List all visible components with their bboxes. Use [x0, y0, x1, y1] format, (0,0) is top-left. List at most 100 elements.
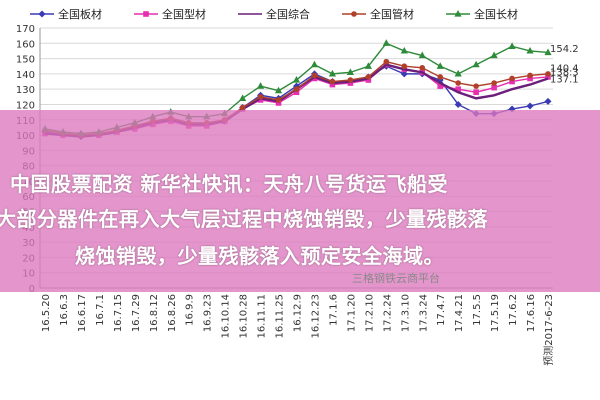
data-point	[400, 46, 408, 54]
data-point	[509, 75, 515, 82]
x-tick-label: 17.2.24	[382, 294, 393, 332]
data-point	[347, 77, 354, 83]
end-value-label: 137.1	[550, 74, 579, 85]
legend-label: 全国板材	[58, 7, 102, 21]
x-axis-ticks: 16.5.20 16.6.3 16.6.17 16.7.1 16.7.15 16.7.29…	[41, 294, 555, 366]
x-tick-label: 16.9.9	[185, 294, 196, 326]
x-tick-label: 17.2.10	[364, 294, 375, 332]
legend: 全国板材 全国型材 全国综合 全国管材 全国长材	[30, 7, 518, 21]
data-point	[545, 74, 551, 80]
y-tick-label: 130	[16, 85, 35, 96]
data-point	[38, 10, 46, 18]
data-point	[526, 46, 534, 54]
data-point	[351, 11, 357, 17]
data-point	[329, 81, 336, 88]
data-point	[311, 75, 318, 82]
x-tick-label: 17.4.7	[436, 294, 447, 326]
data-point	[509, 78, 515, 85]
end-value-label: 138.3	[550, 67, 579, 78]
x-tick-label: 16.6.3	[59, 294, 70, 326]
data-point	[401, 63, 408, 70]
x-tick-label: 17.1.20	[346, 294, 357, 332]
data-point	[329, 78, 336, 85]
x-tick-label: 16.12.9	[293, 294, 304, 332]
data-point	[490, 51, 498, 59]
x-tick-label: 16.7.15	[113, 294, 124, 332]
x-tick-label: 预测2017-6-23	[542, 294, 555, 366]
x-tick-label: 16.12.23	[310, 294, 321, 339]
x-tick-label: 16.7.1	[95, 294, 106, 326]
overlay-text-line-3: 烧蚀销毁，少量残骸落入预定安全海域。	[75, 244, 444, 268]
x-tick-label: 17.3.24	[418, 294, 429, 332]
data-point	[419, 64, 426, 71]
data-point	[364, 62, 372, 69]
data-point	[526, 102, 534, 110]
legend-label: 全国综合	[266, 7, 310, 21]
data-point	[455, 80, 461, 86]
y-tick-label: 140	[16, 70, 35, 81]
data-point	[383, 58, 390, 65]
data-point	[508, 42, 516, 49]
x-tick-label: 17.5.19	[490, 294, 501, 332]
ad-overlay-band	[0, 110, 600, 292]
data-point	[257, 94, 264, 100]
data-point	[239, 94, 247, 101]
x-tick-label: 16.9.23	[203, 294, 214, 332]
data-point	[256, 82, 265, 89]
x-tick-label: 16.10.28	[239, 294, 250, 339]
data-point	[365, 77, 372, 83]
data-point	[437, 83, 444, 89]
x-tick-label: 16.5.20	[41, 294, 52, 332]
data-point	[293, 86, 300, 92]
x-tick-label: 17.6.2	[508, 294, 519, 326]
x-tick-label: 16.11.25	[275, 294, 286, 339]
data-point	[544, 48, 552, 56]
x-tick-label: 16.10.14	[221, 294, 232, 339]
x-tick-label: 16.7.29	[131, 294, 142, 332]
data-point	[274, 86, 283, 94]
data-point	[293, 89, 300, 96]
data-point	[527, 72, 533, 79]
data-point	[491, 80, 497, 86]
data-point	[365, 74, 372, 80]
x-tick-label: 16.8.26	[167, 294, 178, 332]
x-tick-label: 17.3.10	[400, 294, 411, 332]
data-point	[454, 69, 462, 77]
x-tick-label: 16.6.17	[77, 294, 88, 332]
data-point	[311, 72, 318, 79]
data-point	[292, 76, 301, 83]
data-point	[275, 97, 282, 103]
data-point	[437, 74, 444, 80]
data-point	[382, 39, 390, 46]
source-watermark: 三格钢铁云商平台	[352, 272, 440, 285]
data-point	[473, 83, 479, 89]
y-tick-label: 160	[16, 39, 35, 50]
data-point	[455, 86, 461, 92]
data-point	[257, 97, 264, 103]
data-point	[527, 75, 533, 82]
x-tick-label: 17.1.6	[328, 294, 339, 326]
data-point	[328, 69, 337, 77]
data-point	[239, 104, 246, 111]
x-tick-label: 17.6.16	[526, 294, 537, 332]
data-point	[346, 68, 354, 75]
y-tick-label: 170	[16, 24, 35, 35]
data-point	[454, 10, 462, 17]
data-point	[544, 97, 552, 105]
data-point	[310, 60, 319, 68]
data-point	[491, 84, 497, 91]
data-point	[143, 11, 149, 17]
overlay-text-line-1: 中国股票配资 新华社快讯：天舟八号货运飞船受	[10, 172, 448, 196]
data-point	[473, 89, 479, 96]
data-point	[418, 51, 426, 59]
x-tick-label: 16.11.11	[257, 294, 268, 339]
data-point	[275, 100, 282, 106]
y-tick-label: 120	[16, 100, 35, 111]
y-tick-label: 150	[16, 55, 35, 66]
legend-label: 全国管材	[370, 7, 414, 21]
data-point	[454, 100, 462, 108]
legend-label: 全国长材	[474, 7, 518, 21]
data-point	[436, 62, 444, 69]
end-value-label: 154.2	[550, 44, 579, 55]
